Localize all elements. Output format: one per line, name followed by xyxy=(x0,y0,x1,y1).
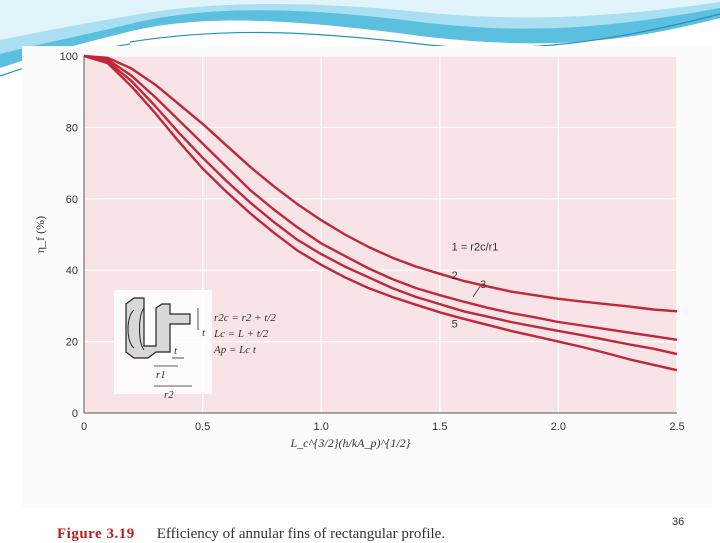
curve-label-leader xyxy=(472,286,481,298)
x-tick-label: 0.5 xyxy=(195,421,210,433)
y-tick-label: 60 xyxy=(66,194,78,206)
y-tick-label: 0 xyxy=(72,408,78,420)
formula-corrected-radius: r2c = r2 + t/2 xyxy=(214,312,276,324)
curve-series-5 xyxy=(83,54,678,372)
top-wave-light xyxy=(0,0,720,40)
curve-label-3: 3 xyxy=(480,279,486,291)
x-tick-label: 0 xyxy=(81,421,87,433)
curve-label-2: 2 xyxy=(452,270,458,282)
curve-series-3 xyxy=(83,54,678,356)
formula-profile-area: Ap = Lc t xyxy=(213,344,257,356)
x-axis-title: L_c^{3/2}(h/kA_p)^{1/2} xyxy=(290,436,411,450)
x-tick-label: 1.5 xyxy=(432,421,447,433)
curve-label-1: 1 = r2c/r1 xyxy=(452,242,499,254)
top-wave-line xyxy=(129,13,720,49)
x-tick-label: 1.0 xyxy=(314,421,329,433)
curve-series-1 xyxy=(83,54,678,313)
efficiency-chart: 0 0.5 1.0 1.5 2.0 2.5 0 20 40 60 80 100 L_c^{3/2}(h/… xyxy=(33,51,685,450)
figure-caption: Figure 3.19 Efficiency of annular fins of… xyxy=(57,526,445,543)
y-axis-title: η_f (%) xyxy=(33,216,47,253)
curve-label-5: 5 xyxy=(452,318,458,330)
y-tick-label: 40 xyxy=(66,265,78,277)
figure-caption-text: Efficiency of annular fins of rectangula… xyxy=(156,526,446,542)
y-tick-label: 100 xyxy=(60,51,78,63)
x-tick-label: 2.5 xyxy=(669,421,684,433)
fin-tube-icon xyxy=(127,307,145,351)
y-tick-label: 80 xyxy=(66,122,78,134)
x-tick-label: 2.0 xyxy=(551,421,566,433)
annular-fin-diagram: t t r1 r2 r2c = r2 + t/2 Lc = L + t/2 Ap… xyxy=(114,290,276,401)
radius-label-r1: r1 xyxy=(156,369,166,381)
curve-series-2 xyxy=(83,54,678,341)
formula-corrected-length: Lc = L + t/2 xyxy=(213,328,269,340)
slide-number: 36 xyxy=(672,516,685,528)
fin-thickness-label-bottom: t xyxy=(174,345,178,357)
figure-label: Figure 3.19 xyxy=(57,526,135,542)
fin-thickness-label-right: t xyxy=(202,327,206,339)
radius-label-r2: r2 xyxy=(164,389,174,401)
y-tick-label: 20 xyxy=(66,337,78,349)
figure-panel: 0 0.5 1.0 1.5 2.0 2.5 0 20 40 60 80 100 L_c^{3/2}(h/… xyxy=(22,46,712,542)
